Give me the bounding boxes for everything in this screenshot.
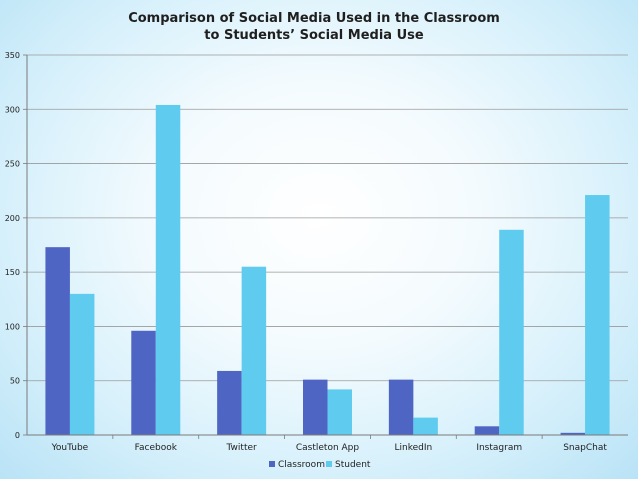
y-tick-label: 50 <box>10 377 20 386</box>
gridlines <box>23 54 628 436</box>
bar-student-facebook <box>155 104 181 435</box>
bar-student-twitter <box>241 266 267 435</box>
x-category-label: YouTube <box>51 443 89 453</box>
legend-swatch-student <box>326 461 332 467</box>
legend-label-classroom: Classroom <box>278 460 325 470</box>
bar-student-snapchat <box>585 195 610 435</box>
y-tick-label: 350 <box>5 51 20 60</box>
x-category-label: Twitter <box>226 443 257 453</box>
bar-classroom-castleton-app <box>303 379 328 435</box>
y-axis-ticks: 0 50 100 150 200 250 300 350 <box>5 51 20 440</box>
bar-student-youtube <box>69 293 95 435</box>
y-tick-label: 150 <box>5 268 20 277</box>
bar-student-castleton-app <box>327 389 352 435</box>
y-tick-label: 0 <box>15 431 20 440</box>
x-category-label: Instagram <box>476 443 522 453</box>
legend-swatch-classroom <box>269 461 275 467</box>
legend: Classroom Student <box>269 460 371 470</box>
bar-student-instagram <box>499 229 524 435</box>
bar-classroom-instagram <box>474 426 500 435</box>
bar-classroom-linkedin <box>388 379 414 435</box>
y-tick-label: 100 <box>5 322 20 331</box>
x-category-label: SnapChat <box>563 443 607 453</box>
x-category-label: Castleton App <box>296 443 360 453</box>
bar-classroom-twitter <box>217 370 242 435</box>
x-category-label: Facebook <box>135 443 178 453</box>
y-tick-label: 200 <box>5 214 20 223</box>
bar-classroom-facebook <box>131 330 156 435</box>
bars <box>45 104 610 435</box>
bar-classroom-snapchat <box>560 432 586 435</box>
x-category-label: LinkedIn <box>394 443 432 453</box>
chart-title-line-1: Comparison of Social Media Used in the C… <box>128 11 500 26</box>
y-tick-label: 250 <box>5 160 20 169</box>
bar-classroom-youtube <box>45 247 70 435</box>
y-tick-label: 300 <box>5 105 20 114</box>
legend-label-student: Student <box>335 460 371 470</box>
x-axis-categories: YouTube Facebook Twitter Castleton App Linke… <box>51 435 607 453</box>
bar-student-linkedin <box>413 417 438 435</box>
chart-title-line-2: to Students’ Social Media Use <box>204 28 424 43</box>
